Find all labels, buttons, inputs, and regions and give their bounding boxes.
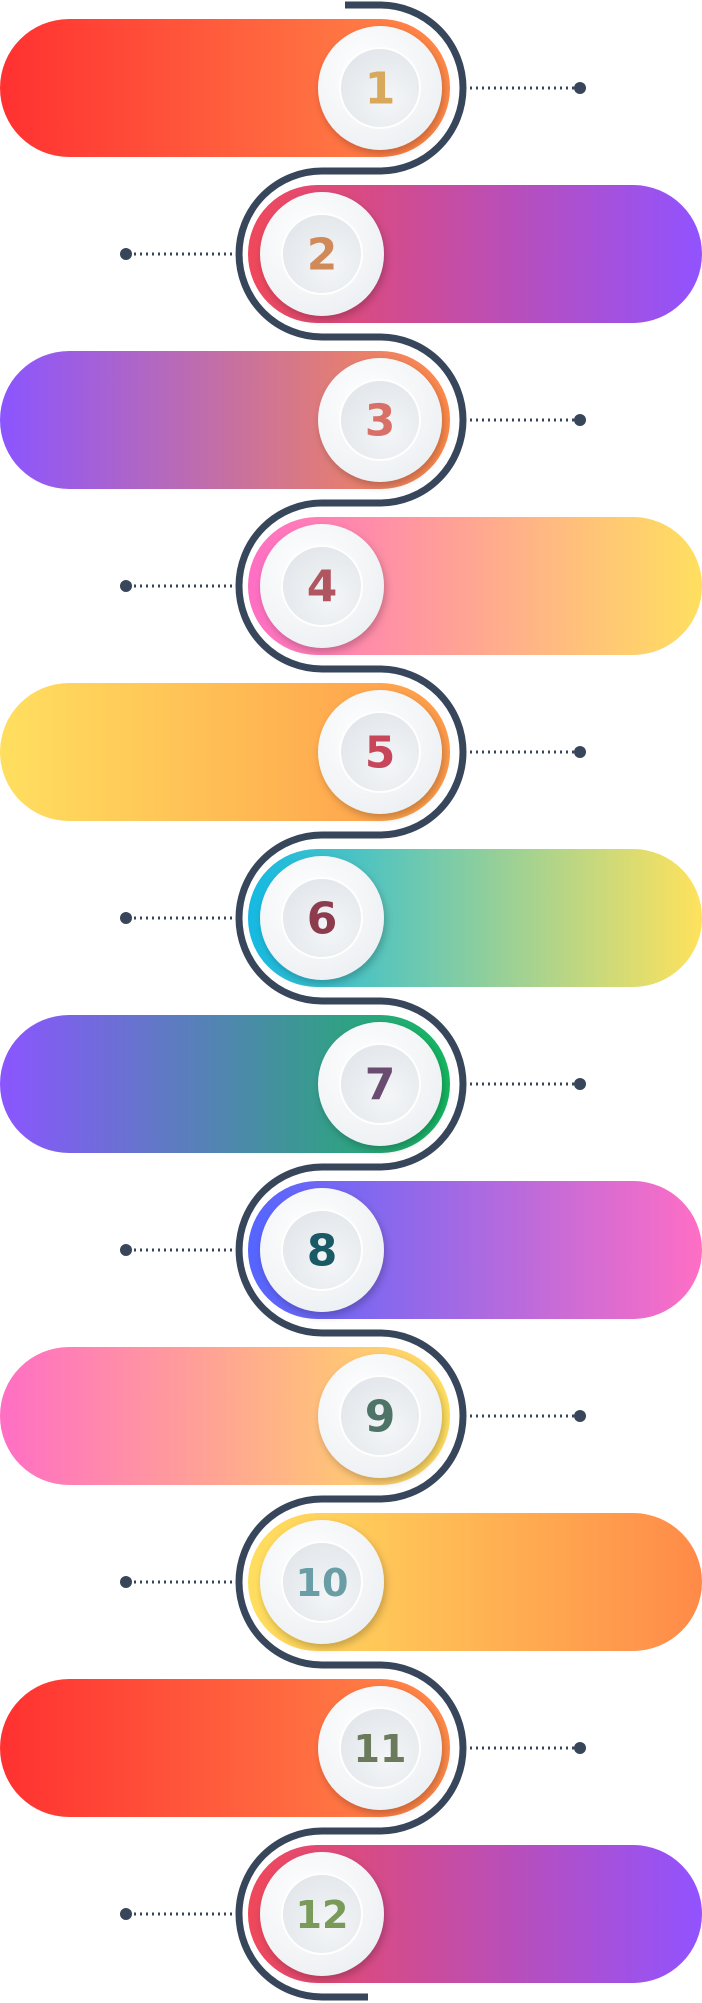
step-6-leader-dot <box>120 912 132 924</box>
step-2-leader-dot <box>120 248 132 260</box>
connector-path <box>235 1 467 2001</box>
step-9-number: 9 <box>365 1392 396 1443</box>
step-1-leader-dot <box>574 82 586 94</box>
step-11-badge: 11 <box>318 1686 442 1810</box>
connector-path-layer <box>235 1 467 2001</box>
step-6-inner-circle <box>281 877 363 959</box>
step-6-badge: 6 <box>260 856 384 980</box>
step-12-leader-dot <box>120 1908 132 1920</box>
step-5-leader-dot <box>574 746 586 758</box>
step-7-number: 7 <box>365 1060 396 1111</box>
step-7-inner-circle <box>339 1043 421 1125</box>
step-3-leader-dot <box>574 414 586 426</box>
step-5-number: 5 <box>365 728 396 779</box>
step-9-inner-circle <box>339 1375 421 1457</box>
step-2-badge: 2 <box>260 192 384 316</box>
step-4-number: 4 <box>307 562 338 613</box>
step-8-inner-circle <box>281 1209 363 1291</box>
step-9-badge: 9 <box>318 1354 442 1478</box>
step-12-inner-circle <box>281 1873 363 1955</box>
step-2-number: 2 <box>307 230 338 281</box>
step-1-badge: 1 <box>318 26 442 150</box>
step-10-number: 10 <box>296 1561 349 1605</box>
step-6-number: 6 <box>307 894 338 945</box>
step-8-badge: 8 <box>260 1188 384 1312</box>
step-3-inner-circle <box>339 379 421 461</box>
step-4-badge: 4 <box>260 524 384 648</box>
step-5-inner-circle <box>339 711 421 793</box>
step-11-inner-circle <box>339 1707 421 1789</box>
step-9-leader-dot <box>574 1410 586 1422</box>
step-10-leader-dot <box>120 1576 132 1588</box>
step-8-leader-dot <box>120 1244 132 1256</box>
step-10-badge: 10 <box>260 1520 384 1644</box>
leader-lines-layer <box>120 82 586 1920</box>
step-3-number: 3 <box>365 396 396 447</box>
step-12-badge: 12 <box>260 1852 384 1976</box>
step-1-number: 1 <box>365 64 396 115</box>
step-10-inner-circle <box>281 1541 363 1623</box>
step-12-number: 12 <box>296 1893 349 1937</box>
step-5-badge: 5 <box>318 690 442 814</box>
step-1-inner-circle <box>339 47 421 129</box>
step-7-leader-dot <box>574 1078 586 1090</box>
step-2-inner-circle <box>281 213 363 295</box>
step-11-leader-dot <box>574 1742 586 1754</box>
step-3-badge: 3 <box>318 358 442 482</box>
step-8-number: 8 <box>307 1226 338 1277</box>
step-7-badge: 7 <box>318 1022 442 1146</box>
step-4-leader-dot <box>120 580 132 592</box>
step-4-inner-circle <box>281 545 363 627</box>
step-11-number: 11 <box>354 1727 407 1771</box>
